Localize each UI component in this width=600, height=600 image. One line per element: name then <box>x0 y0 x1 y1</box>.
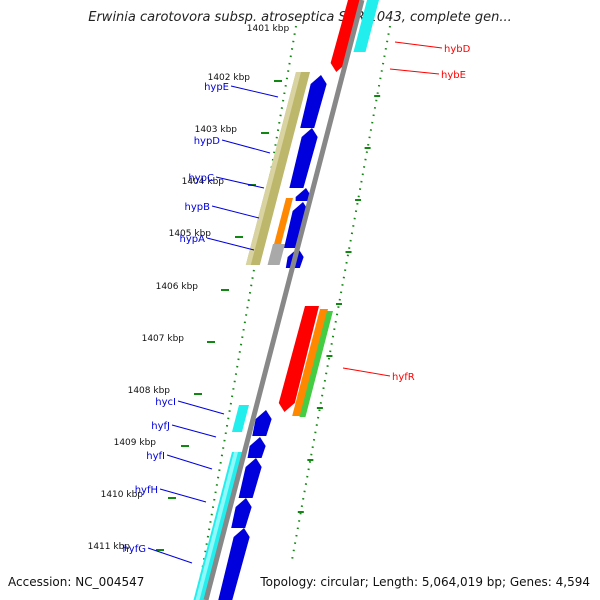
gene-label-leader <box>166 454 213 470</box>
gene-label-leader <box>221 139 271 154</box>
gene-label-hyfJ: hyfJ <box>151 421 170 432</box>
genome-backbone <box>203 0 365 600</box>
gene-label-leader <box>211 205 260 219</box>
ruler-tick-label: 1404 kbp <box>182 177 225 187</box>
gene-label-leader <box>394 41 443 49</box>
ruler-tick-label: 1407 kbp <box>142 334 185 344</box>
hyfI-gene-arrow <box>238 458 262 498</box>
hyp-operon-band-highlight <box>245 72 301 265</box>
gene-label-leader <box>171 424 217 438</box>
gene-label-hybE: hybE <box>441 70 466 81</box>
map-title: Erwinia carotovora subsp. atroseptica SC… <box>88 10 512 25</box>
right-dotted-line <box>291 25 391 561</box>
gene-label-leader <box>389 68 440 75</box>
gene-label-leader <box>215 176 265 189</box>
ruler-tick-label-top: 1401 kbp <box>247 24 290 34</box>
gene-label-hypE: hypE <box>204 82 229 93</box>
gene-label-hycI: hycI <box>155 397 176 408</box>
hyf-cyan-highlight <box>195 452 238 600</box>
hyfR-red-arrow <box>278 306 319 412</box>
gene-label-hypB: hypB <box>185 202 211 213</box>
ruler-dotted-lines <box>196 25 391 600</box>
gene-label-leader <box>177 400 225 415</box>
hypE-gene-arrow <box>300 75 327 128</box>
gene-label-hypA: hypA <box>180 234 206 245</box>
hyfH-gene-arrow <box>231 498 252 528</box>
gene-label-leader <box>342 367 391 377</box>
gene-label-hybD: hybD <box>444 44 471 55</box>
gene-label-leader <box>159 488 207 503</box>
gene-label-hypD: hypD <box>194 136 221 147</box>
ruler-tick-label: 1403 kbp <box>195 125 238 135</box>
gene-label-leader <box>147 547 193 564</box>
gene-label-leader <box>206 237 255 251</box>
hypB-gene-arrow <box>284 202 309 248</box>
ruler-tick-label: 1405 kbp <box>169 229 212 239</box>
hypA-gray-band <box>267 244 285 265</box>
hybD-cyan-band <box>353 0 379 52</box>
hycI-cyan-band <box>231 405 249 432</box>
gene-label-hyfG: hyfG <box>122 544 146 555</box>
ruler-tick-label: 1409 kbp <box>114 438 157 448</box>
hyfR-green-band <box>299 311 333 417</box>
gene-features <box>193 0 379 600</box>
gene-labels: hypE hypD hypC hypB hypA hycI hyfJ hyfI hyfH hyfG… <box>122 41 471 564</box>
ruler-tick-label: 1411 kbp <box>88 542 131 552</box>
hypD-gene-arrow <box>289 128 318 188</box>
ruler-tick-label: 1410 kbp <box>101 490 144 500</box>
hyfG-gene-arrow <box>218 528 250 600</box>
ruler-tick-label: 1402 kbp <box>208 73 251 83</box>
hypC-gene-arrow <box>295 188 312 201</box>
accession-text: Accession: NC_004547 <box>8 575 145 589</box>
hycI-gene-arrow <box>252 410 272 436</box>
gene-label-leader <box>230 85 279 98</box>
ruler-tick-label: 1408 kbp <box>128 386 171 396</box>
ruler-ticks: 1401 kbp 1402 kbp 1403 kbp 1404 kbp 1405 kbp… <box>88 24 381 552</box>
genome-stats: Topology: circular; Length: 5,064,019 bp… <box>260 575 590 589</box>
gene-label-hyfI: hyfI <box>146 451 165 462</box>
hybD-gene-arrow <box>330 0 362 72</box>
hyfR-orange-band <box>292 309 328 416</box>
hypB-orange-band <box>273 198 293 246</box>
gene-label-hyfR: hyfR <box>392 372 415 383</box>
gene-label-hyfH: hyfH <box>135 485 158 496</box>
hyfJ-gene-arrow <box>247 437 266 458</box>
gene-label-hypC: hypC <box>188 173 214 184</box>
ruler-tick-label: 1406 kbp <box>156 282 199 292</box>
